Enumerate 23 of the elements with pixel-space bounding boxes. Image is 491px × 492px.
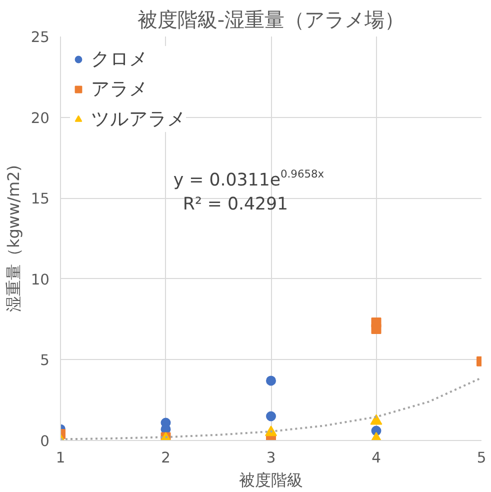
legend-label: ツルアラメ <box>91 108 186 132</box>
point <box>371 324 382 334</box>
legend-label: クロメ <box>91 48 148 72</box>
y-tick-label: 5 <box>40 352 50 370</box>
legend-label: アラメ <box>91 78 148 102</box>
y-axis-title: 湿重量（kgww/m2) <box>4 164 23 312</box>
annotation: R² = 0.4291 <box>182 194 288 214</box>
point <box>370 414 382 425</box>
x-tick-label: 1 <box>56 450 66 466</box>
y-tick-label: 0 <box>40 433 50 450</box>
x-tick-label: 3 <box>266 450 276 466</box>
x-tick-label: 2 <box>161 450 170 466</box>
x-tick-label: 4 <box>372 450 381 466</box>
chart-title: 被度階級-湿重量（アラメ場） <box>137 8 405 32</box>
y-tick-label: 10 <box>30 271 50 288</box>
y-tick-label: 15 <box>30 190 50 208</box>
point <box>266 376 276 386</box>
point <box>266 411 276 422</box>
y-tick-label: 20 <box>30 110 50 127</box>
y-tick-label: 25 <box>30 29 50 46</box>
point <box>265 426 277 436</box>
x-axis-title: 被度階級 <box>239 470 303 490</box>
x-tick-label: 5 <box>476 450 486 466</box>
